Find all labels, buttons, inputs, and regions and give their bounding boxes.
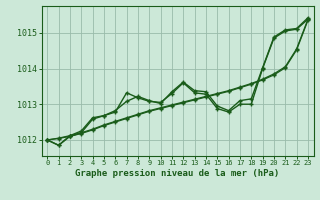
X-axis label: Graphe pression niveau de la mer (hPa): Graphe pression niveau de la mer (hPa) xyxy=(76,169,280,178)
